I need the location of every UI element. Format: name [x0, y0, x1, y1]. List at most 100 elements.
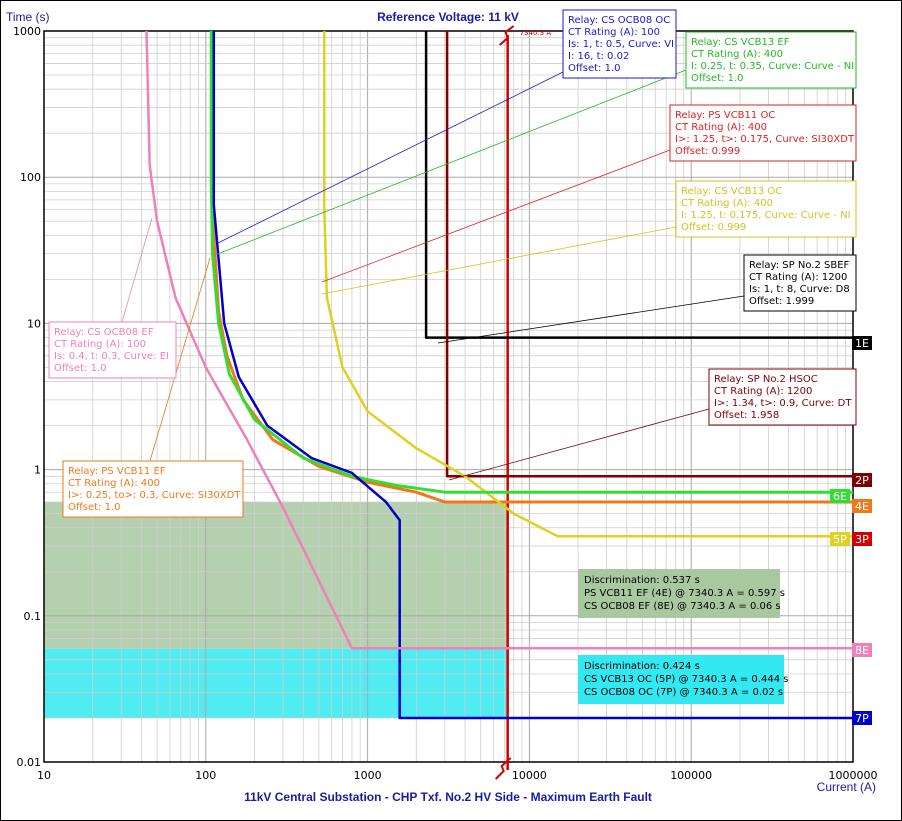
y-axis-label: Time (s) — [6, 10, 50, 24]
relay-label-line: Offset: 1.0 — [68, 502, 121, 513]
series-8e-curve — [145, 30, 853, 650]
series-tag-label: 2P — [855, 474, 869, 487]
series-tag-4e — [852, 499, 872, 513]
relay-leader-line — [149, 257, 211, 462]
series-tag-3p — [852, 532, 872, 546]
series-7p-curve — [212, 31, 853, 720]
series-tag-1e — [852, 336, 872, 350]
series-tag-label: 8E — [855, 644, 869, 657]
relay-label-line: Is: 1, t: 8, Curve: D8 — [749, 284, 850, 295]
relay-leader-line — [121, 217, 153, 323]
y-tick-label: 1 — [34, 464, 41, 477]
series-1e-curve — [424, 31, 853, 339]
series-5p-curve — [323, 31, 853, 538]
relay-label-line: Offset: 1.0 — [54, 363, 107, 374]
y-tick-label: 10 — [27, 317, 41, 330]
relay-label-line: CT Rating (A): 400 — [681, 198, 773, 209]
relay-leader-line — [217, 71, 564, 244]
relay-label-line: CT Rating (A): 400 — [691, 49, 783, 60]
y-tick-label: 0.01 — [17, 756, 42, 769]
relay-leader-line — [321, 226, 677, 295]
x-tick-label: 1000000 — [829, 769, 878, 782]
relay-leader-line — [448, 408, 710, 481]
series-tag-6e — [830, 489, 850, 503]
x-axis-label: Current (A) — [817, 780, 876, 794]
fault-break-top — [499, 25, 515, 46]
relay-label-line: Relay: SP No.2 HSOC — [714, 374, 818, 385]
relay-label-box — [685, 31, 857, 89]
discrimination-note-line: CS OCB08 EF (8E) @ 7340.3 A = 0.06 s — [584, 601, 781, 612]
y-tick-label: 1000 — [13, 25, 41, 38]
relay-label-line: I>: 0.25, to>: 0.3, Curve: SI30XDT — [68, 490, 241, 501]
relay-leader-line — [437, 295, 745, 344]
discrimination-band — [44, 502, 508, 649]
relay-label-line: Relay: PS VCB11 EF — [68, 466, 166, 477]
y-tick-label: 0.1 — [24, 610, 42, 623]
discrimination-note-box — [578, 569, 780, 618]
series-tag-label: 1E — [855, 337, 869, 350]
relay-label-line: Offset: 1.0 — [691, 73, 744, 84]
relay-label-box — [669, 104, 857, 162]
relay-label-box — [708, 368, 857, 426]
series-tag-label: 4E — [855, 500, 869, 513]
relay-label-line: Offset: 1.0 — [568, 63, 621, 74]
relay-label-box — [675, 180, 857, 238]
relay-label-line: CT Rating (A): 400 — [68, 478, 160, 489]
x-tick-label: 100000 — [670, 769, 712, 782]
relay-label-line: CT Rating (A): 1200 — [714, 386, 812, 397]
series-tag-7p — [852, 711, 872, 725]
discrimination-note-line: Discrimination: 0.537 s — [584, 575, 700, 586]
relay-label-line: Relay: CS OCB08 EF — [54, 327, 154, 338]
series-tag-label: 5P — [833, 533, 847, 546]
chart-title: Reference Voltage: 11 kV — [377, 10, 519, 24]
discrimination-note-line: CS OCB08 OC (7P) @ 7340.3 A = 0.02 s — [584, 687, 783, 698]
discrimination-note-line: CS VCB13 OC (5P) @ 7340.3 A = 0.444 s — [584, 674, 788, 685]
relay-label-line: I: 0.25, t: 0.35, Curve: Curve - NI — [691, 61, 854, 72]
relay-label-line: Offset: 0.999 — [681, 222, 746, 233]
discrimination-note-line: PS VCB11 EF (4E) @ 7340.3 A = 0.597 s — [584, 588, 785, 599]
series-tag-label: 7P — [855, 712, 869, 725]
series-6e-curve — [209, 31, 853, 494]
series-tag-8e — [852, 643, 872, 657]
relay-label-line: I: 1.25, t: 0.175, Curve: Curve - NI — [681, 210, 851, 221]
relay-label-box — [62, 460, 244, 518]
chart-footer: 11kV Central Substation - CHP Txf. No.2 … — [244, 790, 652, 804]
relay-label-line: Relay: SP No.2 SBEF — [749, 260, 850, 271]
relay-label-line: Is: 1, t: 0.5, Curve: VI — [568, 39, 674, 50]
series-tag-label: 6E — [833, 490, 847, 503]
relay-label-line: Relay: CS OCB08 OC — [568, 15, 670, 26]
x-tick-label: 100 — [195, 769, 216, 782]
series-2p-curve — [445, 31, 853, 478]
series-tag-label: 3P — [855, 533, 869, 546]
fault-break-bottom — [494, 757, 512, 780]
relay-label-line: Relay: CS VCB13 OC — [681, 186, 782, 197]
x-tick-label: 1000 — [354, 769, 382, 782]
relay-leader-line — [214, 69, 687, 256]
series-tag-2p — [852, 473, 872, 487]
relay-label-box — [48, 321, 177, 379]
relay-label-line: CT Rating (A): 100 — [568, 27, 660, 38]
relay-leader-line — [321, 149, 671, 283]
relay-label-line: CT Rating (A): 400 — [675, 122, 767, 133]
relay-label-line: Offset: 1.958 — [714, 410, 779, 421]
relay-label-line: I>: 1.34, t>: 0.9, Curve: DT — [714, 398, 852, 409]
x-tick-label: 10 — [37, 769, 51, 782]
relay-label-box — [562, 9, 677, 79]
relay-label-line: Relay: PS VCB11 OC — [675, 110, 775, 121]
y-tick-label: 100 — [20, 171, 41, 184]
relay-label-line: Offset: 1.999 — [749, 296, 814, 307]
relay-label-line: I>: 1.25, t>: 0.175, Curve: SI30XDT — [675, 134, 855, 145]
relay-label-line: Is: 0.4, t: 0.3, Curve: EI — [54, 351, 169, 362]
relay-label-line: CT Rating (A): 1200 — [749, 272, 847, 283]
x-tick-label: 10000 — [512, 769, 547, 782]
relay-label-line: Relay: CS VCB13 EF — [691, 37, 790, 48]
series-tag-5p — [830, 532, 850, 546]
fault-level-label: 7340.3 A — [520, 29, 552, 37]
discrimination-note-box — [578, 655, 784, 704]
discrimination-band — [44, 648, 508, 718]
relay-label-line: I: 16, t: 0.02 — [568, 51, 629, 62]
series-4e-curve — [211, 31, 853, 504]
relay-label-line: CT Rating (A): 100 — [54, 339, 146, 350]
